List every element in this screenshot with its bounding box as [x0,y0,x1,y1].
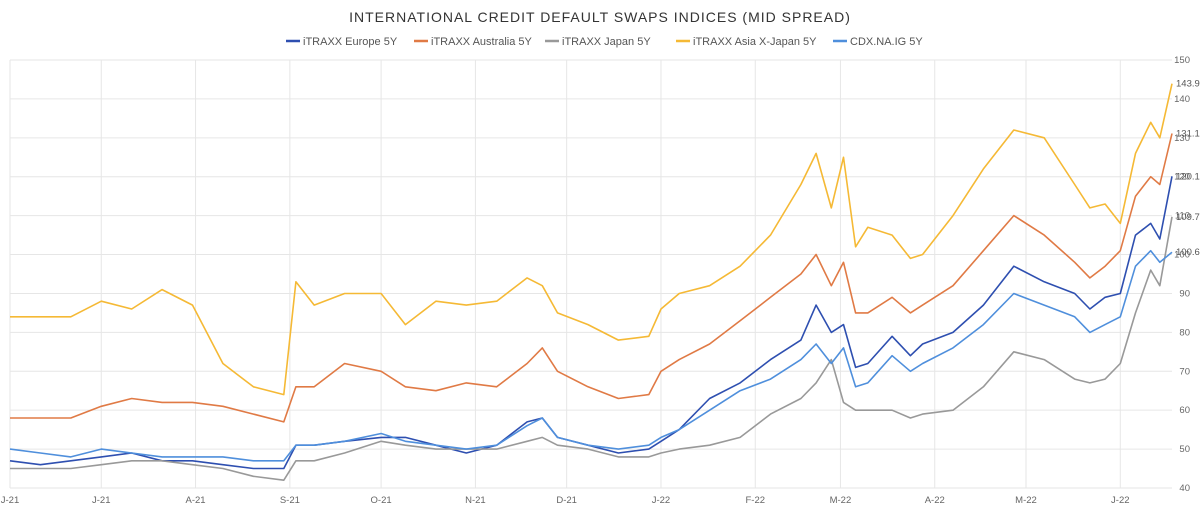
series-end-label: 120.1 [1176,171,1200,182]
series-end-label: 109.7 [1176,212,1200,223]
x-tick-label: J-21 [1,495,19,506]
x-tick-label: M-22 [830,495,852,506]
x-tick-label: J-22 [1111,495,1129,506]
legend-label: iTRAXX Australia 5Y [431,36,533,48]
series-end-label: 100.6 [1176,247,1200,258]
series-end-label: 143.9 [1176,79,1200,90]
series-end-label: 131.1 [1176,129,1200,140]
y-tick-label: 90 [1179,288,1190,299]
series-line [9,249,1173,462]
series-lines [9,83,1173,481]
y-tick-label: 110 [1175,211,1190,222]
series-line [10,83,1173,396]
y-tick-label: 120 [1174,172,1190,183]
y-axis-ticks: 40 50 60 70 80 90 100 110 120 130 140 150 [1174,55,1190,494]
x-tick-label: F-22 [745,495,765,506]
x-tick-label: A-21 [186,495,206,506]
chart-grid [9,59,1172,489]
x-axis-ticks: J-21 J-21 A-21 S-21 O-21 N-21 D-21 J-22 F-22 M-22… [1,495,1130,506]
chart-legend: iTRAXX Europe 5Y iTRAXX Australia 5Y iTRAX… [286,36,923,48]
y-tick-label: 40 [1179,483,1190,494]
legend-label: iTRAXX Japan 5Y [562,36,651,48]
legend-label: CDX.NA.IG 5Y [850,36,923,48]
y-tick-label: 150 [1174,55,1190,66]
x-tick-label: A-22 [925,495,945,506]
chart-title: INTERNATIONAL CREDIT DEFAULT SWAPS INDIC… [349,9,851,25]
series-line [10,216,1173,481]
x-tick-label: J-22 [652,495,670,506]
x-tick-label: S-21 [280,495,300,506]
y-tick-label: 60 [1179,405,1190,416]
y-tick-label: 70 [1179,366,1190,377]
x-tick-label: J-21 [92,495,110,506]
x-tick-label: O-21 [371,495,392,506]
y-tick-label: 80 [1179,327,1190,338]
legend-label: iTRAXX Europe 5Y [303,36,398,48]
series-line [10,133,1173,423]
y-tick-label: 140 [1174,94,1190,105]
series-end-labels: 120.1 131.1 109.7 143.9 100.6 [1176,79,1200,258]
y-tick-label: 100 [1174,250,1190,261]
legend-label: iTRAXX Asia X-Japan 5Y [693,36,817,48]
x-tick-label: M-22 [1015,495,1037,506]
x-tick-label: N-21 [465,495,486,506]
y-tick-label: 50 [1179,444,1190,455]
series-line [9,176,1173,470]
x-tick-label: D-21 [556,495,577,506]
y-tick-label: 130 [1174,133,1190,144]
